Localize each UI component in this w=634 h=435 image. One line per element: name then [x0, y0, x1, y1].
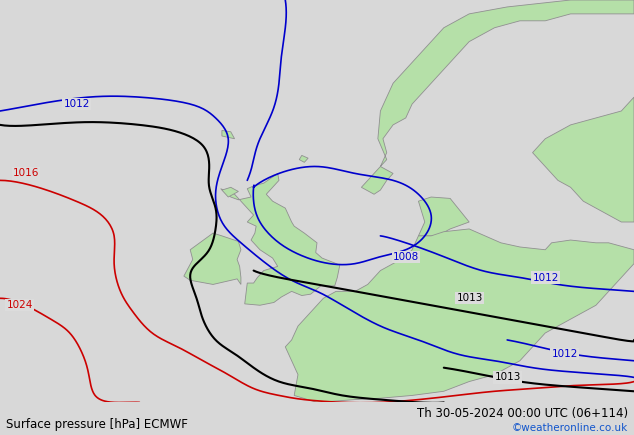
Text: 1016: 1016: [13, 168, 39, 178]
Polygon shape: [221, 174, 340, 305]
Text: 1008: 1008: [393, 252, 419, 262]
Text: 1024: 1024: [6, 300, 33, 310]
Polygon shape: [299, 155, 308, 162]
Polygon shape: [222, 187, 238, 197]
Polygon shape: [418, 197, 469, 236]
Polygon shape: [285, 229, 634, 402]
Polygon shape: [222, 130, 235, 139]
Text: 1012: 1012: [552, 349, 578, 359]
Text: Th 30-05-2024 00:00 UTC (06+114): Th 30-05-2024 00:00 UTC (06+114): [417, 407, 628, 420]
Polygon shape: [361, 0, 634, 194]
Polygon shape: [533, 97, 634, 222]
Text: 1013: 1013: [456, 293, 483, 303]
Text: 1012: 1012: [63, 99, 90, 109]
Text: ©weatheronline.co.uk: ©weatheronline.co.uk: [512, 423, 628, 433]
Polygon shape: [184, 233, 241, 284]
Text: Surface pressure [hPa] ECMWF: Surface pressure [hPa] ECMWF: [6, 418, 188, 431]
Text: 1013: 1013: [495, 372, 521, 382]
Text: 1012: 1012: [533, 272, 559, 282]
